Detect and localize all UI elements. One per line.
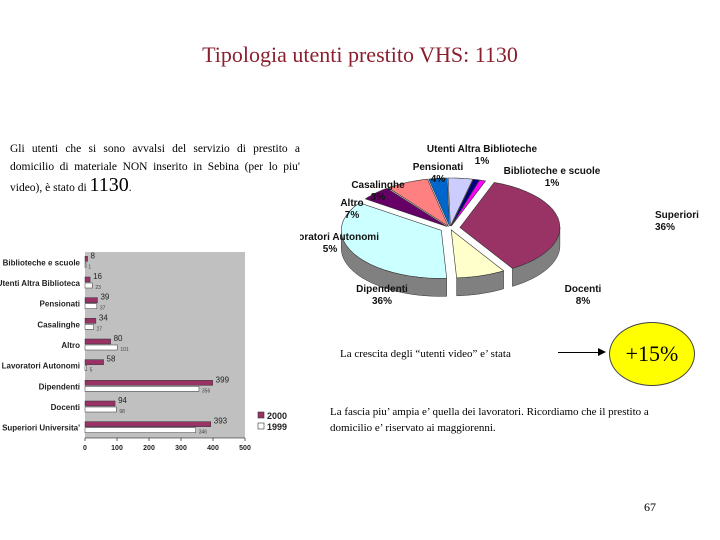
- bar-1999: [84, 406, 117, 413]
- category-label: Docenti: [51, 403, 80, 412]
- bar-value-label: 58: [107, 355, 116, 364]
- x-tick-label: 300: [175, 445, 187, 452]
- page-number: 67: [644, 500, 656, 514]
- category-label: Altro: [61, 341, 80, 350]
- bar-1999: [84, 344, 118, 351]
- legend-swatch: [257, 422, 265, 430]
- arrow-line: [558, 352, 600, 353]
- bar-2000: [84, 359, 104, 365]
- intro-number: 1130: [89, 174, 129, 196]
- category-label: Pensionati: [40, 300, 80, 309]
- x-tick-label: 0: [83, 445, 87, 452]
- category-label: Dipendenti: [39, 382, 80, 391]
- legend-label: 1999: [267, 422, 287, 432]
- bar-1999: [84, 303, 98, 309]
- bar-2000: [84, 380, 213, 386]
- pie-slice-label: Docenti 8%: [565, 284, 602, 307]
- intro-text: Gli utenti che si sono avvalsi del servi…: [10, 143, 300, 194]
- category-label: Biblioteche e scuole: [3, 258, 81, 267]
- category-label: Casalinghe: [37, 320, 80, 329]
- bar-value-label: 1: [88, 264, 91, 270]
- pie-slice-label: Superiori Universita'36%: [655, 210, 700, 233]
- bar-2000: [84, 256, 88, 262]
- pie-slice: [340, 202, 448, 279]
- bar-value-label: 346: [199, 430, 208, 436]
- category-label: Utenti Altra Biblioteca: [0, 279, 81, 288]
- pie-slice-label: Pensionati 4%: [413, 162, 464, 185]
- bar-1999: [84, 427, 196, 433]
- pie-slice: [428, 177, 450, 227]
- bar-2000: [84, 338, 111, 345]
- pie-slice: [450, 229, 505, 279]
- pie-slice: [451, 179, 487, 227]
- pie-slice-label: Utenti Altra Biblioteche 1%: [427, 144, 538, 167]
- bar-value-label: 98: [119, 409, 125, 415]
- pie-slice: [447, 177, 474, 227]
- x-tick-label: 200: [143, 445, 155, 452]
- x-tick-label: 100: [111, 445, 123, 452]
- arrow-right-icon: [598, 348, 606, 356]
- pie-slice: [387, 178, 449, 227]
- bar-value-label: 356: [202, 388, 211, 394]
- bar-value-label: 34: [99, 313, 108, 322]
- growth-badge: +15%: [609, 322, 695, 386]
- pie-slice-label: Biblioteche e scuole 1%: [504, 166, 601, 189]
- bar-value-label: 23: [95, 285, 101, 291]
- bar-value-label: 80: [114, 334, 123, 343]
- bar-chart: Biblioteche e scuole 81 Utenti Altra Bibli…: [0, 251, 287, 452]
- x-tick-label: 400: [207, 445, 219, 452]
- category-label: Lavoratori Autonomi: [2, 362, 80, 371]
- growth-text: La crescita degli “utenti video” e’ stat…: [340, 348, 511, 360]
- legend-label: 2000: [267, 411, 287, 421]
- bar-1999: [84, 324, 94, 330]
- bar-2000: [84, 400, 116, 407]
- bar-value-label: 393: [214, 417, 228, 426]
- bar-value-label: 37: [100, 306, 106, 312]
- slide-title: Tipologia utenti prestito VHS: 1130: [202, 42, 518, 67]
- pie-slice-label: Casalinghe 3%: [351, 180, 405, 203]
- bar-value-label: 16: [93, 272, 102, 281]
- footnote: La fascia piu’ ampia e’ quella dei lavor…: [330, 406, 649, 434]
- pie-slice-label: Dipendenti 36%: [356, 284, 408, 307]
- bar-1999: [84, 282, 93, 289]
- bar-1999: [84, 262, 87, 268]
- bar-2000: [84, 297, 98, 303]
- pie-slice: [459, 182, 561, 269]
- x-tick-label: 500: [239, 445, 251, 452]
- bar-1999: [84, 386, 200, 392]
- bar-2000: [84, 421, 212, 427]
- bar-value-label: 27: [97, 326, 103, 332]
- legend-swatch: [257, 411, 265, 419]
- bar-value-label: 94: [118, 396, 127, 405]
- pie-slice-label: Altro 7%: [340, 198, 363, 221]
- category-label: Superiori Universita': [2, 424, 80, 433]
- intro-paragraph: Gli utenti che si sono avvalsi del servi…: [10, 140, 300, 197]
- bar-value-label: 39: [100, 293, 109, 302]
- pie-slice: [364, 187, 448, 227]
- bar-1999: [84, 365, 87, 371]
- bar-value-label: 8: [91, 251, 96, 260]
- bar-2000: [84, 276, 91, 283]
- intro-suffix: .: [128, 182, 132, 194]
- pie-slice: [450, 179, 480, 227]
- bar-value-label: 399: [216, 375, 230, 384]
- bar-2000: [84, 318, 97, 324]
- bar-value-label: 101: [120, 347, 129, 353]
- bar-value-label: 5: [90, 368, 93, 374]
